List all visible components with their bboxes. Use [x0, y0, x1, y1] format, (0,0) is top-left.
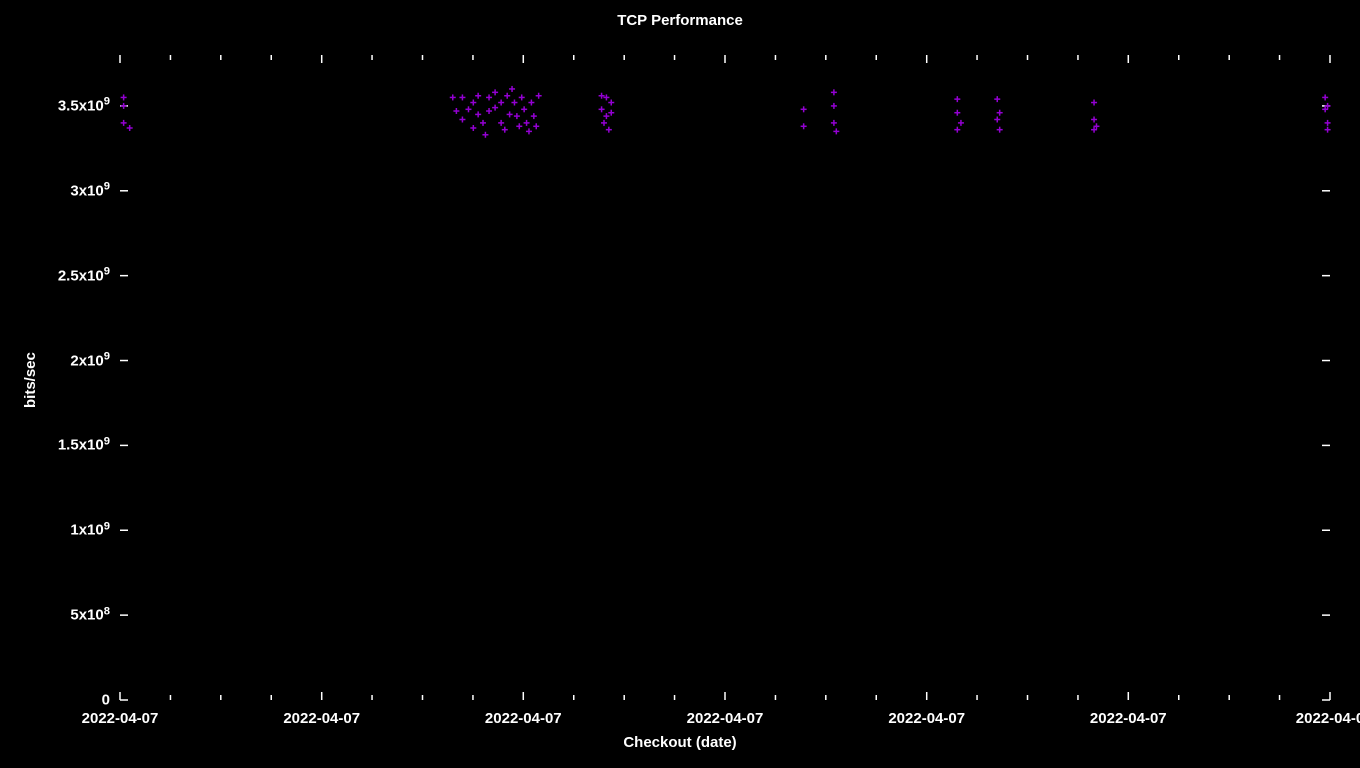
data-point [127, 125, 133, 131]
y-tick-label: 1.5x109 [58, 437, 110, 454]
x-tick-label: 2022-04-07 [82, 710, 159, 727]
data-point [831, 89, 837, 95]
y-tick-label: 3x109 [70, 182, 110, 199]
data-point [450, 94, 456, 100]
data-point [831, 120, 837, 126]
data-point [1091, 117, 1097, 123]
data-point [519, 94, 525, 100]
data-point [801, 106, 807, 112]
data-point [507, 111, 513, 117]
data-point [475, 93, 481, 99]
data-point [954, 110, 960, 116]
plot-area [0, 0, 1360, 768]
data-point [453, 108, 459, 114]
data-point [954, 96, 960, 102]
y-tick-label: 2.5x109 [58, 267, 110, 284]
data-point [486, 94, 492, 100]
data-point [997, 127, 1003, 133]
data-point [536, 93, 542, 99]
data-point [475, 111, 481, 117]
data-point [486, 108, 492, 114]
data-point [511, 100, 517, 106]
data-point [482, 132, 488, 138]
data-point [958, 120, 964, 126]
data-point [1325, 120, 1331, 126]
y-tick-label: 0 [102, 692, 110, 709]
data-point [459, 94, 465, 100]
x-tick-label: 2022-04-0 [1296, 710, 1360, 727]
data-point [831, 103, 837, 109]
data-point [1325, 127, 1331, 133]
data-point [801, 123, 807, 129]
data-point [121, 103, 127, 109]
data-point [599, 106, 605, 112]
y-tick-label: 2x109 [70, 352, 110, 369]
x-tick-label: 2022-04-07 [687, 710, 764, 727]
data-point [470, 100, 476, 106]
y-tick-label: 1x109 [70, 522, 110, 539]
data-point [954, 127, 960, 133]
data-point [470, 125, 476, 131]
data-point [603, 113, 609, 119]
x-tick-label: 2022-04-07 [485, 710, 562, 727]
data-point [121, 120, 127, 126]
data-point [994, 96, 1000, 102]
data-point [1322, 94, 1328, 100]
data-point [509, 86, 515, 92]
data-point [121, 94, 127, 100]
y-tick-label: 5x108 [70, 607, 110, 624]
tcp-performance-chart: TCP Performance bits/sec Checkout (date)… [0, 0, 1360, 768]
data-point [514, 113, 520, 119]
data-point [492, 105, 498, 111]
data-point [480, 120, 486, 126]
data-point [465, 106, 471, 112]
data-point [833, 128, 839, 134]
data-point [531, 113, 537, 119]
data-point [526, 128, 532, 134]
x-tick-label: 2022-04-07 [283, 710, 360, 727]
data-point [601, 120, 607, 126]
data-point [521, 106, 527, 112]
data-point [994, 117, 1000, 123]
data-point [528, 100, 534, 106]
y-tick-label: 3.5x109 [58, 97, 110, 114]
data-point [997, 110, 1003, 116]
data-point [498, 120, 504, 126]
data-point [608, 100, 614, 106]
data-point [504, 93, 510, 99]
data-point [459, 117, 465, 123]
data-point [524, 120, 530, 126]
data-point [516, 123, 522, 129]
data-point [533, 123, 539, 129]
x-tick-label: 2022-04-07 [1090, 710, 1167, 727]
data-point [606, 127, 612, 133]
data-point [502, 127, 508, 133]
x-tick-label: 2022-04-07 [888, 710, 965, 727]
data-point [498, 100, 504, 106]
data-point [492, 89, 498, 95]
data-point [1091, 100, 1097, 106]
data-point [608, 110, 614, 116]
